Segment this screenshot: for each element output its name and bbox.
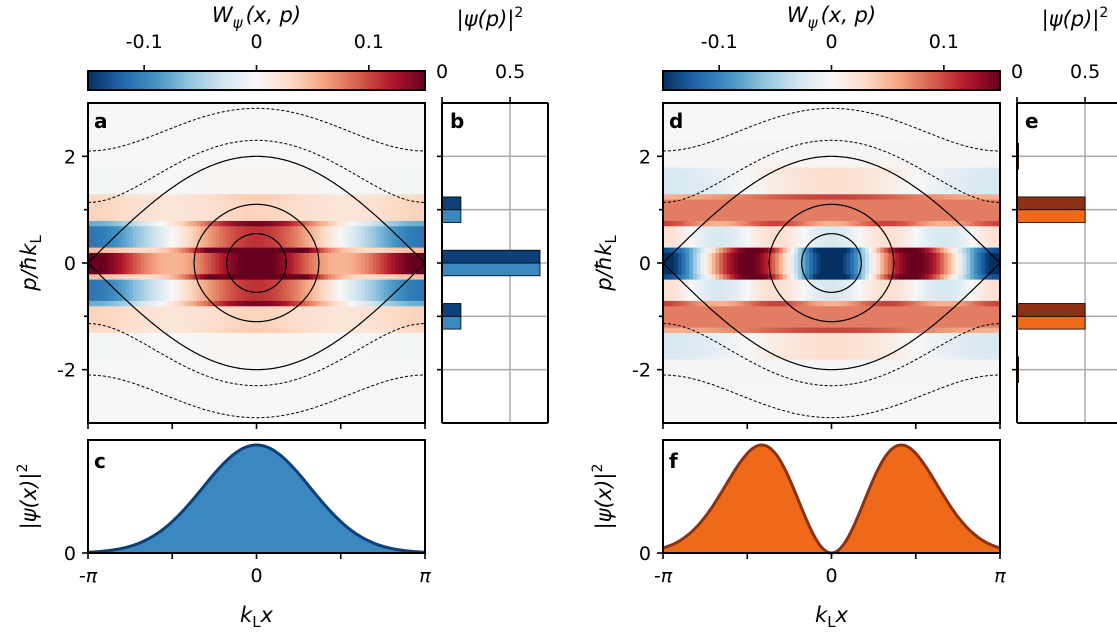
x-tick-label: 0 (825, 565, 837, 587)
colorbar-d: -0.1 0 0.1 Wψ (x, p) (662, 3, 1001, 91)
momentum-bar (441, 209, 462, 223)
density-fill (88, 445, 425, 553)
momentum-bar (441, 249, 541, 264)
energy-contour-dashed (88, 107, 425, 152)
y-tick-label: -2 (632, 360, 651, 382)
colorbar-gradient (663, 71, 1000, 90)
colorbar-gradient (88, 71, 425, 90)
separatrix (663, 262, 1000, 371)
momentum-bar (441, 196, 462, 211)
energy-contour (800, 233, 863, 293)
x-tick-label: 0 (250, 565, 262, 587)
energy-contour (193, 203, 320, 323)
panel-label-b: b (450, 109, 464, 133)
y-axis-label: p/ħkL (17, 235, 45, 292)
momentum-bar (1016, 303, 1086, 317)
momentum-bar (1016, 196, 1086, 211)
y-tick-label: 0 (64, 253, 76, 275)
density-fill (663, 445, 1000, 553)
momentum-bar (441, 262, 541, 277)
energy-contour (225, 233, 288, 293)
wigner-heatmap-a: -2 0 2 p/ħkL a (17, 102, 426, 429)
separatrix (88, 155, 425, 264)
energy-contour (768, 203, 895, 323)
colorbar-a: -0.1 0 0.1 Wψ (x, p) (87, 3, 426, 91)
colorbar-label: Wψ (x, p) (787, 3, 876, 32)
colorbar-tick-label: -0.1 (701, 31, 738, 53)
y-axis-label: p/ħkL (592, 235, 620, 292)
density-y-axis-label: |ψ(x)|2 (15, 464, 42, 530)
energy-contour-dashed (88, 374, 425, 419)
colorbar-label: Wψ (x, p) (212, 3, 301, 32)
energy-contour-dashed (663, 107, 1000, 152)
panel-label-d: d (669, 109, 683, 133)
energy-contour-dashed (663, 323, 1000, 387)
x-tick-label: -π (79, 565, 98, 587)
density-curve (88, 443, 425, 554)
panel-label-a: a (94, 109, 108, 133)
colorbar-tick-label: 0.1 (354, 31, 384, 53)
energy-contour-dashed (663, 139, 1000, 203)
colorbar-tick-label: 0 (825, 31, 837, 53)
momentum-bar (441, 303, 462, 317)
bar-x-axis-label: |ψ(p)|2 (1042, 5, 1109, 32)
colorbar-tick-label: 0 (250, 31, 262, 53)
density-y-tick-label: 0 (64, 543, 76, 565)
y-tick-label: 2 (639, 146, 651, 168)
x-tick-label: π (419, 565, 431, 587)
panel-label-f: f (669, 449, 678, 473)
density-y-axis-label: |ψ(x)|2 (590, 464, 617, 530)
panel-label-e: e (1025, 109, 1039, 133)
y-tick-label: 0 (639, 253, 651, 275)
momentum-bar (1016, 315, 1086, 330)
bar-x-tick-label: 0 (1011, 61, 1023, 83)
energy-contour-dashed (88, 139, 425, 203)
bar-x-tick-label: 0 (436, 61, 448, 83)
panel-label-c: c (94, 449, 106, 473)
bar-x-tick-label: 0.5 (1070, 61, 1100, 83)
bar-x-tick-label: 0.5 (495, 61, 525, 83)
bar-x-axis-label: |ψ(p)|2 (457, 5, 524, 32)
momentum-distribution-e: 0 0.5 |ψ(p)|2 e (1011, 5, 1117, 424)
x-tick-label: π (994, 565, 1006, 587)
colorbar-tick-label: 0.1 (929, 31, 959, 53)
momentum-bar (441, 315, 462, 330)
momentum-bar (1016, 209, 1086, 223)
x-axis-label: kLx (815, 603, 849, 631)
x-axis-label: kLx (240, 603, 274, 631)
density-y-tick-label: 0 (639, 543, 651, 565)
separatrix (663, 155, 1000, 264)
separatrix (88, 262, 425, 371)
energy-contour-dashed (663, 374, 1000, 419)
wigner-heatmap-d: -2 0 2 p/ħkL d (592, 102, 1001, 429)
y-tick-label: 2 (64, 146, 76, 168)
colorbar-tick-label: -0.1 (126, 31, 163, 53)
y-tick-label: -2 (57, 360, 76, 382)
momentum-distribution-b: 0 0.5 |ψ(p)|2 b (436, 5, 549, 424)
energy-contour-dashed (88, 323, 425, 387)
x-tick-label: -π (654, 565, 673, 587)
